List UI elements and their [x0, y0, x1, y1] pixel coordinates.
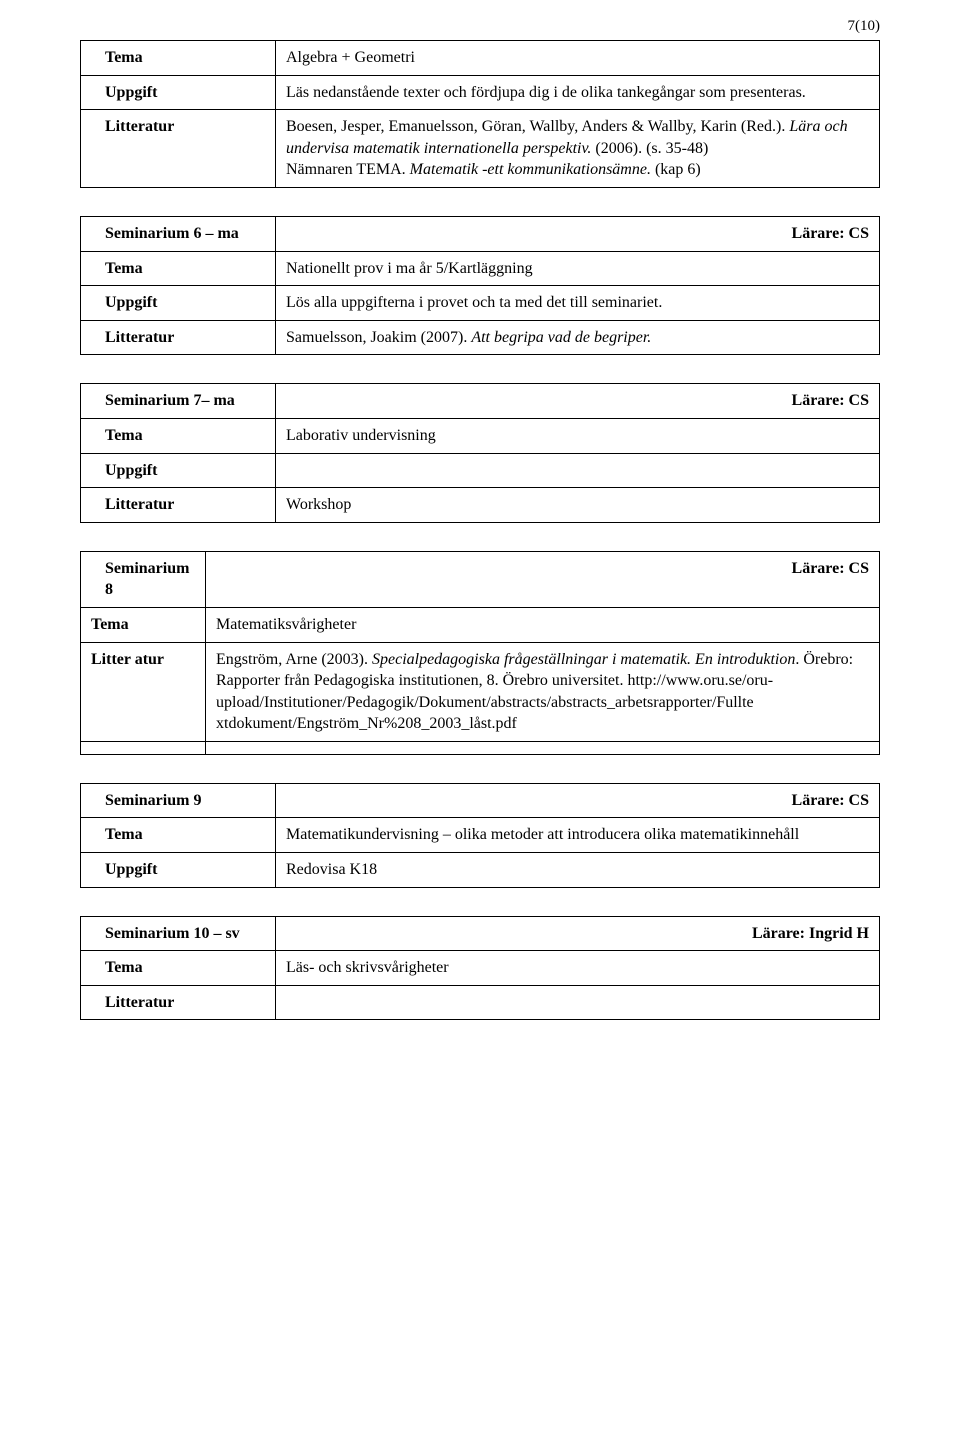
table-row: Uppgift Lös alla uppgifterna i provet oc… — [81, 286, 880, 321]
text-italic: Matematik -ett kommunikationsämne. — [410, 161, 651, 178]
cell-value: Laborativ undervisning — [276, 418, 880, 453]
label-tema: Tema — [81, 607, 206, 642]
table-row: Litteratur Workshop — [81, 488, 880, 523]
label-uppgift: Uppgift — [81, 286, 276, 321]
label-tema: Tema — [81, 41, 276, 76]
table-row: Seminarium 9 Lärare: CS — [81, 783, 880, 818]
label-tema: Tema — [81, 418, 276, 453]
cell-value: Lös alla uppgifterna i provet och ta med… — [276, 286, 880, 321]
teacher-label: Lärare: CS — [276, 384, 880, 419]
cell-value: Redovisa K18 — [276, 853, 880, 888]
cell-value: Engström, Arne (2003). Specialpedagogisk… — [206, 642, 880, 741]
teacher-label: Lärare: CS — [276, 783, 880, 818]
table-row: Tema Algebra + Geometri — [81, 41, 880, 76]
teacher-label: Lärare: Ingrid H — [276, 916, 880, 951]
table-row: Uppgift — [81, 453, 880, 488]
table-5: Seminarium 9 Lärare: CS Tema Matematikun… — [80, 783, 880, 888]
text: Samuelsson, Joakim (2007). — [286, 329, 471, 346]
table-row: Litteratur Boesen, Jesper, Emanuelsson, … — [81, 110, 880, 188]
table-2: Seminarium 6 – ma Lärare: CS Tema Nation… — [80, 216, 880, 355]
table-3: Seminarium 7– ma Lärare: CS Tema Laborat… — [80, 383, 880, 522]
label-uppgift: Uppgift — [81, 75, 276, 110]
text: Boesen, Jesper, Emanuelsson, Göran, Wall… — [286, 118, 789, 135]
table-row: Litteratur — [81, 985, 880, 1020]
table-row: Uppgift Läs nedanstående texter och förd… — [81, 75, 880, 110]
table-row: Tema Nationellt prov i ma år 5/Kartläggn… — [81, 251, 880, 286]
label-uppgift: Uppgift — [81, 453, 276, 488]
cell-value: Matematikundervisning – olika metoder at… — [276, 818, 880, 853]
table-row: Seminarium 7– ma Lärare: CS — [81, 384, 880, 419]
cell-value: Matematiksvårigheter — [206, 607, 880, 642]
table-row: Tema Matematikundervisning – olika metod… — [81, 818, 880, 853]
cell-empty — [81, 741, 206, 754]
table-6: Seminarium 10 – sv Lärare: Ingrid H Tema… — [80, 916, 880, 1021]
text: Engström, Arne (2003). — [216, 651, 372, 668]
cell-value: Läs- och skrivsvårigheter — [276, 951, 880, 986]
table-row: Litteratur Samuelsson, Joakim (2007). At… — [81, 320, 880, 355]
seminar-title: Seminarium 10 – sv — [81, 916, 276, 951]
teacher-label: Lärare: CS — [276, 216, 880, 251]
cell-value: Boesen, Jesper, Emanuelsson, Göran, Wall… — [276, 110, 880, 188]
text-italic: Att begripa vad de begriper. — [471, 329, 651, 346]
teacher-label: Lärare: CS — [206, 551, 880, 607]
table-row — [81, 741, 880, 754]
cell-value: Läs nedanstående texter och fördjupa dig… — [276, 75, 880, 110]
text: Nämnaren TEMA. — [286, 161, 410, 178]
cell-value — [276, 985, 880, 1020]
table-row: Tema Matematiksvårigheter — [81, 607, 880, 642]
table-row: Seminarium 10 – sv Lärare: Ingrid H — [81, 916, 880, 951]
seminar-title: Seminarium 9 — [81, 783, 276, 818]
table-1: Tema Algebra + Geometri Uppgift Läs neda… — [80, 40, 880, 188]
seminar-title: Seminarium 6 – ma — [81, 216, 276, 251]
table-row: Tema Laborativ undervisning — [81, 418, 880, 453]
cell-empty — [206, 741, 880, 754]
label-litteratur: Litteratur — [81, 985, 276, 1020]
table-row: Seminarium 8 Lärare: CS — [81, 551, 880, 607]
table-row: Tema Läs- och skrivsvårigheter — [81, 951, 880, 986]
text: (2006). (s. 35-48) — [591, 140, 708, 157]
table-row: Seminarium 6 – ma Lärare: CS — [81, 216, 880, 251]
label-litteratur: Litter atur — [81, 642, 206, 741]
text-italic: Specialpedagogiska frågeställningar i ma… — [372, 651, 795, 668]
label-litteratur: Litteratur — [81, 320, 276, 355]
label-tema: Tema — [81, 818, 276, 853]
label-tema: Tema — [81, 251, 276, 286]
text: (kap 6) — [651, 161, 701, 178]
seminar-title: Seminarium 7– ma — [81, 384, 276, 419]
label-uppgift: Uppgift — [81, 853, 276, 888]
label-litteratur: Litteratur — [81, 110, 276, 188]
seminar-title: Seminarium 8 — [81, 551, 206, 607]
cell-value: Workshop — [276, 488, 880, 523]
cell-value: Nationellt prov i ma år 5/Kartläggning — [276, 251, 880, 286]
page-number: 7(10) — [848, 18, 881, 35]
cell-value — [276, 453, 880, 488]
table-4: Seminarium 8 Lärare: CS Tema Matematiksv… — [80, 551, 880, 755]
table-row: Litter atur Engström, Arne (2003). Speci… — [81, 642, 880, 741]
label-litteratur: Litteratur — [81, 488, 276, 523]
label-tema: Tema — [81, 951, 276, 986]
table-row: Uppgift Redovisa K18 — [81, 853, 880, 888]
cell-value: Samuelsson, Joakim (2007). Att begripa v… — [276, 320, 880, 355]
cell-value: Algebra + Geometri — [276, 41, 880, 76]
